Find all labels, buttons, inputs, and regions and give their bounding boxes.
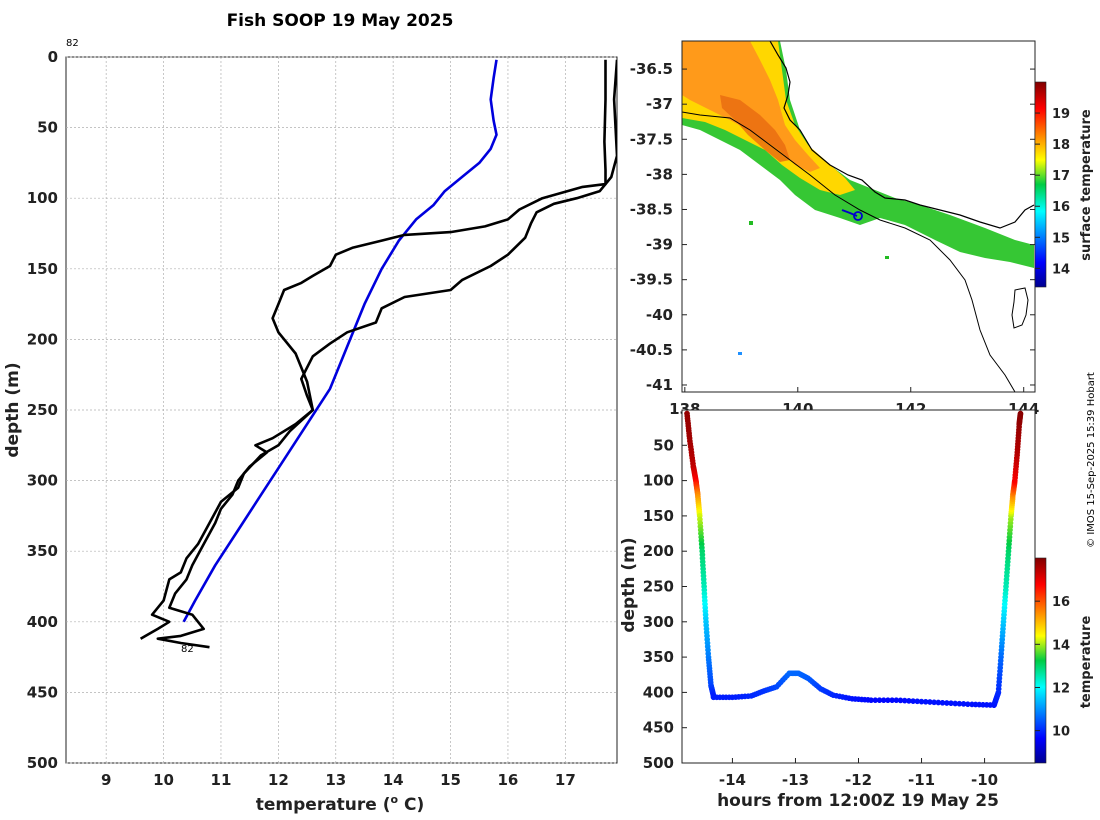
map-colorbar	[1034, 81, 1047, 288]
timeseries-points	[684, 410, 1024, 708]
sst-speck	[749, 221, 753, 225]
ts-x-tick-label: -12	[845, 771, 872, 789]
map-cb-tick-label: 14	[1052, 262, 1070, 277]
y-tick-label: 100	[27, 189, 58, 207]
map-y-tick-label: -38	[646, 165, 673, 183]
ts-y-tick-label: 350	[643, 648, 674, 666]
map-y-tick-label: -40	[646, 306, 673, 324]
x-label-unit: C)	[398, 795, 424, 815]
left-plot-frame	[65, 56, 618, 764]
ts-cb-tick-label: 16	[1052, 595, 1070, 610]
ts-x-tick-label: -13	[782, 771, 809, 789]
x-tick-label: 11	[211, 771, 232, 789]
sst-speck	[885, 256, 889, 259]
timeseries-x-axis-label: hours from 12:00Z 19 May 25	[717, 791, 999, 811]
x-label-main: temperature (	[256, 795, 391, 815]
map-cb-tick-label: 19	[1052, 107, 1070, 122]
left-gridlines	[66, 56, 617, 764]
map-cb-tick-label: 17	[1052, 169, 1070, 184]
map-y-tick-label: -39.5	[630, 271, 673, 289]
ts-y-tick-label: 400	[643, 683, 674, 701]
sst-swath-hottest	[720, 95, 790, 162]
x-tick-label: 12	[268, 771, 289, 789]
ts-x-tick-label: -11	[908, 771, 935, 789]
map-colorbar-label: surface temperature	[1079, 109, 1094, 261]
shelf-contour	[682, 111, 1016, 392]
x-tick-label: 14	[383, 771, 404, 789]
ts-x-tick-label: -14	[719, 771, 746, 789]
ts-y-tick-label: 500	[643, 754, 674, 772]
left-y-axis-label: depth (m)	[3, 362, 23, 457]
x-tick-label: 13	[325, 771, 346, 789]
coastline	[769, 41, 1035, 229]
map-y-tick-label: -40.5	[630, 341, 673, 359]
ts-cb-tick-label: 12	[1052, 681, 1070, 696]
blue-profile	[182, 59, 498, 623]
x-tick-label: 15	[440, 771, 461, 789]
ts-y-tick-label: 100	[643, 472, 674, 490]
map-cb-tick-label: 15	[1052, 231, 1070, 246]
temperature-profile-plot: 9 10 11 12 13 14 15 16 17 0 50 100 150 200 250 300 350 40…	[3, 38, 618, 815]
map-y-tick-label: -39	[646, 236, 673, 254]
map-y-tick-label: -37	[646, 95, 673, 113]
vessel-position-marker	[853, 211, 863, 221]
timeseries-colorbar	[1034, 557, 1047, 764]
left-series-group	[139, 59, 617, 649]
x-label-superscript: o	[391, 793, 399, 806]
y-tick-label: 150	[27, 260, 58, 278]
ts-y-tick-label: 300	[643, 613, 674, 631]
depth-timeseries-plot: -14 -13 -12 -11 -10 50 100 150 200 250 300 350 400 45…	[619, 409, 1094, 811]
map-y-tick-label: -38.5	[630, 200, 673, 218]
y-tick-label: 0	[48, 48, 58, 66]
y-tick-label: 200	[27, 330, 58, 348]
map-cb-tick-label: 16	[1052, 200, 1070, 215]
sst-speck	[738, 352, 742, 355]
y-tick-label: 250	[27, 401, 58, 419]
credit-text: © IMOS 15-Sep-2025 15:39 Hobart	[1086, 372, 1097, 548]
ts-y-tick-label: 450	[643, 719, 674, 737]
map-y-tick-label: -36.5	[630, 60, 673, 78]
black-profile-2	[139, 59, 617, 640]
map-y-tick-label: -37.5	[630, 130, 673, 148]
ts-y-tick-label: 200	[643, 542, 674, 560]
timeseries-y-axis-label: depth (m)	[619, 537, 639, 632]
x-tick-label: 9	[101, 771, 111, 789]
map-colorbar-ticks: 14 15 16 17 18 19	[1035, 107, 1070, 277]
left-x-axis-label: temperature (o C)	[256, 793, 425, 815]
top-annotation: 82	[66, 38, 79, 49]
sst-map-plot: -36.5 -37 -37.5 -38 -38.5 -39 -39.5 -40 -40.5 -41…	[630, 40, 1094, 418]
y-tick-label: 450	[27, 683, 58, 701]
timeseries-colorbar-ticks: 10 12 14 16	[1035, 595, 1070, 740]
ts-y-tick-label: 150	[643, 507, 674, 525]
left-tick-labels: 9 10 11 12 13 14 15 16 17 0 50 100 150 200 250 300 350 40…	[27, 48, 576, 789]
bottom-annotation: 82	[181, 644, 194, 655]
x-tick-label: 10	[153, 771, 174, 789]
ts-y-tick-label: 250	[643, 578, 674, 596]
ts-point-ascent	[1017, 410, 1024, 417]
y-tick-label: 300	[27, 472, 58, 490]
x-tick-label: 17	[555, 771, 576, 789]
sst-swath-hot	[682, 41, 820, 172]
map-y-tick-label: -41	[646, 376, 673, 394]
map-cb-tick-label: 18	[1052, 138, 1070, 153]
y-tick-label: 50	[37, 119, 58, 137]
chart-title: Fish SOOP 19 May 2025	[227, 11, 454, 31]
timeseries-tick-labels: -14 -13 -12 -11 -10 50 100 150 200 250 300 350 400 45…	[643, 436, 998, 789]
x-tick-label: 16	[498, 771, 519, 789]
timeseries-frame	[681, 409, 1036, 764]
y-tick-label: 500	[27, 754, 58, 772]
y-tick-label: 400	[27, 613, 58, 631]
map-content	[682, 41, 1035, 392]
ts-cb-tick-label: 10	[1052, 725, 1070, 740]
black-profile-1	[156, 59, 607, 649]
timeseries-colorbar-label: temperature	[1079, 616, 1094, 709]
ts-x-tick-label: -10	[971, 771, 998, 789]
y-tick-label: 350	[27, 542, 58, 560]
ts-cb-tick-label: 14	[1052, 638, 1070, 653]
ts-y-tick-label: 50	[653, 436, 674, 454]
island-outline	[1011, 287, 1029, 329]
